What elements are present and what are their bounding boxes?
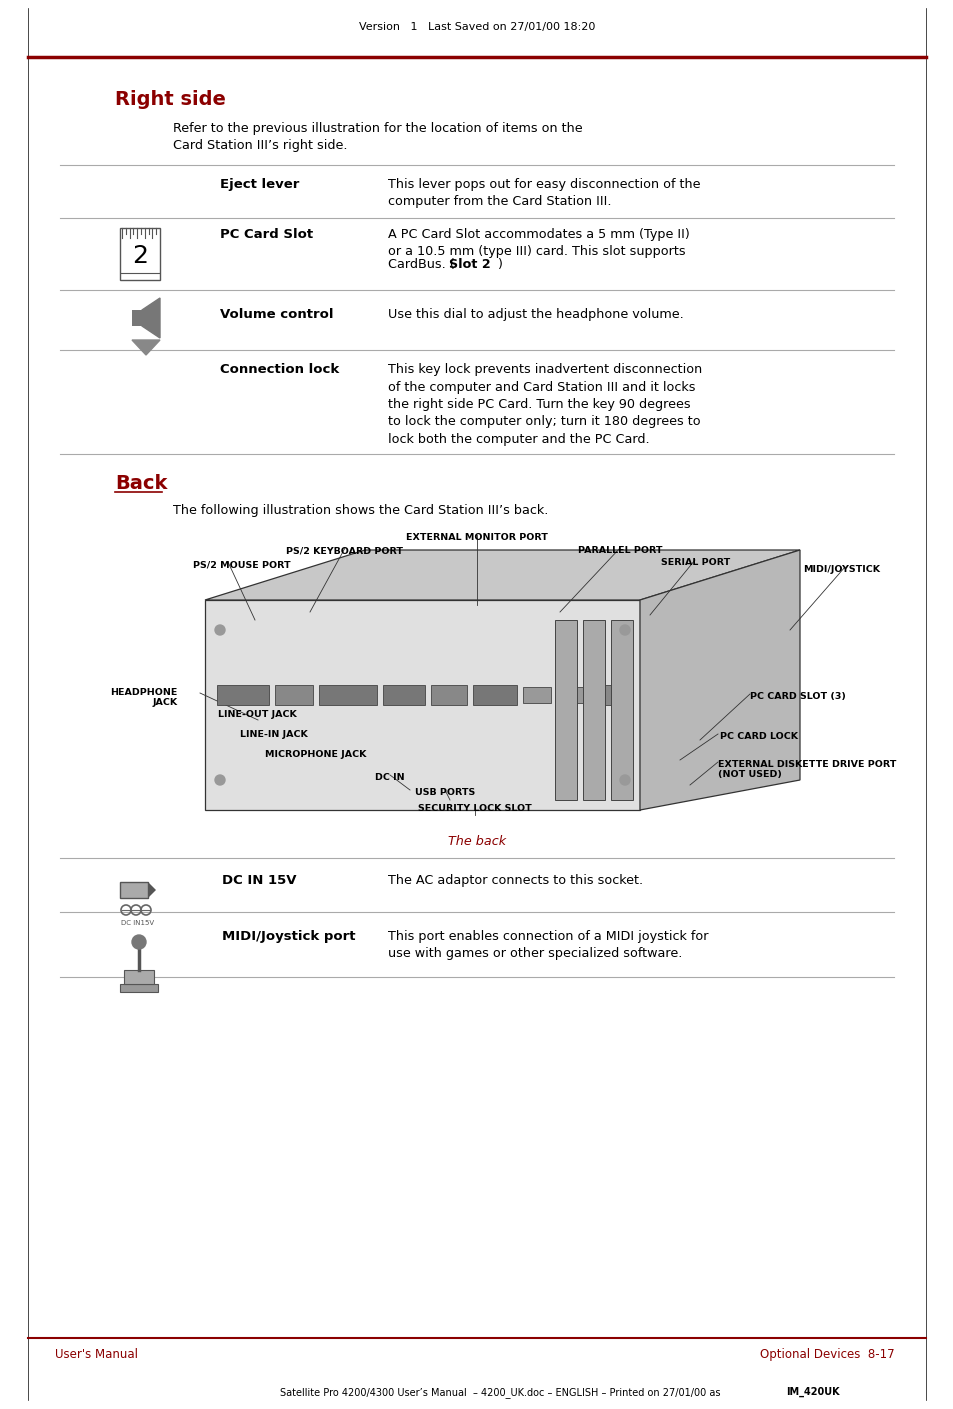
- Text: Satellite Pro 4200/4300 User’s Manual  – 4200_UK.doc – ENGLISH – Printed on 27/0: Satellite Pro 4200/4300 User’s Manual – …: [280, 1386, 723, 1398]
- Bar: [589, 685, 629, 704]
- Circle shape: [132, 936, 146, 950]
- Bar: [582, 620, 604, 800]
- Text: This port enables connection of a MIDI joystick for
use with games or other spec: This port enables connection of a MIDI j…: [388, 930, 708, 961]
- Text: ): ): [497, 258, 501, 271]
- Text: Right side: Right side: [115, 90, 226, 108]
- Text: SERIAL PORT: SERIAL PORT: [660, 558, 729, 566]
- Text: USB PORTS: USB PORTS: [415, 788, 475, 797]
- Circle shape: [619, 626, 629, 635]
- Polygon shape: [132, 340, 160, 355]
- Text: This key lock prevents inadvertent disconnection
of the computer and Card Statio: This key lock prevents inadvertent disco…: [388, 364, 701, 447]
- Text: Use this dial to adjust the headphone volume.: Use this dial to adjust the headphone vo…: [388, 309, 683, 321]
- Text: User's Manual: User's Manual: [55, 1348, 138, 1361]
- Bar: [120, 882, 148, 898]
- Text: This lever pops out for easy disconnection of the
computer from the Card Station: This lever pops out for easy disconnecti…: [388, 178, 700, 209]
- Polygon shape: [148, 882, 156, 898]
- Text: MICROPHONE JACK: MICROPHONE JACK: [265, 750, 366, 759]
- Text: A PC Card Slot accommodates a 5 mm (Type II)
or a 10.5 mm (type III) card. This : A PC Card Slot accommodates a 5 mm (Type…: [388, 228, 689, 258]
- Text: Connection lock: Connection lock: [220, 364, 339, 376]
- Text: EXTERNAL DISKETTE DRIVE PORT
(NOT USED): EXTERNAL DISKETTE DRIVE PORT (NOT USED): [718, 759, 896, 779]
- Text: CardBus. (: CardBus. (: [388, 258, 455, 271]
- Bar: [124, 969, 153, 983]
- Circle shape: [619, 775, 629, 785]
- Bar: [473, 685, 517, 704]
- Text: DC IN: DC IN: [375, 774, 404, 782]
- Text: Eject lever: Eject lever: [220, 178, 299, 192]
- Text: Refer to the previous illustration for the location of items on the
Card Station: Refer to the previous illustration for t…: [172, 123, 582, 152]
- Text: PARALLEL PORT: PARALLEL PORT: [578, 547, 661, 555]
- Text: Optional Devices  8-17: Optional Devices 8-17: [760, 1348, 894, 1361]
- Text: LINE-OUT JACK: LINE-OUT JACK: [218, 710, 296, 719]
- Text: HEADPHONE
JACK: HEADPHONE JACK: [111, 688, 178, 707]
- Text: DC IN15V: DC IN15V: [121, 920, 154, 926]
- Text: MIDI/Joystick port: MIDI/Joystick port: [222, 930, 355, 943]
- Polygon shape: [205, 600, 639, 810]
- Bar: [274, 685, 313, 704]
- Bar: [555, 620, 577, 800]
- Bar: [431, 685, 467, 704]
- Text: The following illustration shows the Card Station III’s back.: The following illustration shows the Car…: [172, 504, 548, 517]
- Bar: [120, 228, 160, 280]
- Text: Back: Back: [115, 473, 167, 493]
- Text: EXTERNAL MONITOR PORT: EXTERNAL MONITOR PORT: [406, 533, 547, 542]
- Text: The AC adaptor connects to this socket.: The AC adaptor connects to this socket.: [388, 874, 642, 888]
- Bar: [216, 685, 269, 704]
- Text: DC IN 15V: DC IN 15V: [222, 874, 296, 888]
- Bar: [120, 983, 158, 992]
- Circle shape: [214, 775, 225, 785]
- Bar: [132, 310, 142, 325]
- Text: IM_420UK: IM_420UK: [785, 1386, 839, 1398]
- Text: LINE-IN JACK: LINE-IN JACK: [240, 730, 308, 738]
- Bar: [382, 685, 424, 704]
- Text: PC Card Slot: PC Card Slot: [220, 228, 313, 241]
- Text: SECURITY LOCK SLOT: SECURITY LOCK SLOT: [417, 805, 532, 813]
- Text: PC CARD SLOT (3): PC CARD SLOT (3): [749, 692, 845, 702]
- Text: 2: 2: [132, 244, 148, 268]
- Text: PS/2 KEYBOARD PORT: PS/2 KEYBOARD PORT: [286, 547, 403, 555]
- Text: PS/2 MOUSE PORT: PS/2 MOUSE PORT: [193, 559, 291, 569]
- Circle shape: [214, 626, 225, 635]
- Bar: [522, 688, 551, 703]
- Bar: [318, 685, 376, 704]
- Text: PC CARD LOCK: PC CARD LOCK: [720, 733, 797, 741]
- Text: Volume control: Volume control: [220, 309, 334, 321]
- Bar: [555, 688, 582, 703]
- Text: MIDI/JOYSTICK: MIDI/JOYSTICK: [802, 565, 879, 573]
- Polygon shape: [142, 297, 160, 338]
- Text: The back: The back: [448, 836, 505, 848]
- Polygon shape: [205, 550, 800, 600]
- Bar: [610, 620, 633, 800]
- Text: Version   1   Last Saved on 27/01/00 18:20: Version 1 Last Saved on 27/01/00 18:20: [358, 23, 595, 32]
- Text: Slot 2: Slot 2: [449, 258, 490, 271]
- Polygon shape: [639, 550, 800, 810]
